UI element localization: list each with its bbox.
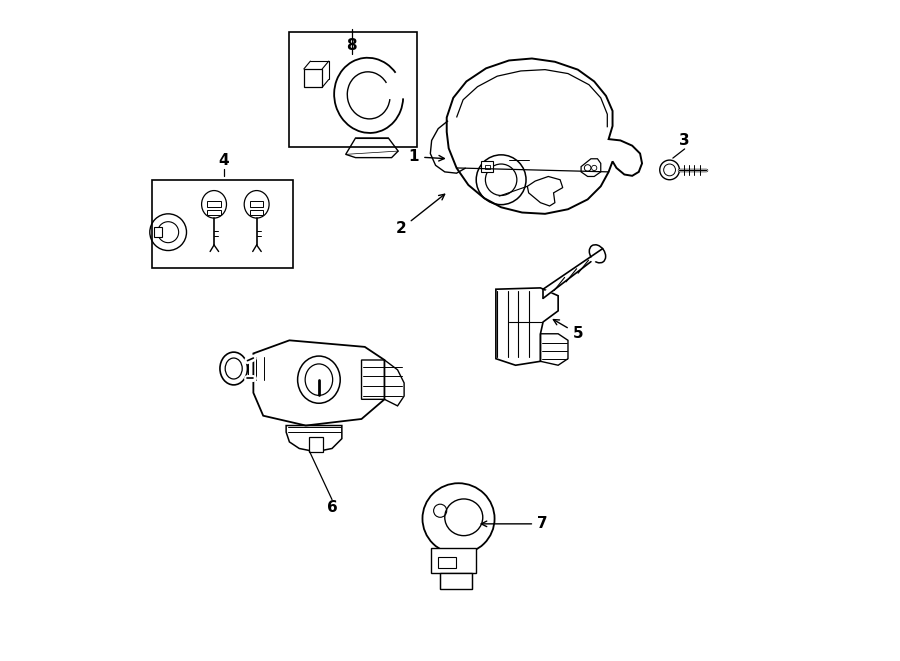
Bar <box>154 227 162 237</box>
Text: 5: 5 <box>554 319 583 341</box>
Bar <box>482 161 493 172</box>
Bar <box>208 201 220 207</box>
Bar <box>437 557 456 568</box>
Bar <box>250 201 263 207</box>
Text: 2: 2 <box>395 194 445 237</box>
Bar <box>440 573 472 590</box>
Bar <box>208 210 220 215</box>
Bar <box>250 210 263 215</box>
Text: 4: 4 <box>219 153 230 168</box>
Ellipse shape <box>202 190 227 218</box>
Bar <box>485 165 490 169</box>
Text: 8: 8 <box>346 38 357 53</box>
Ellipse shape <box>220 352 248 385</box>
Ellipse shape <box>225 358 242 379</box>
Bar <box>304 69 322 87</box>
Ellipse shape <box>244 190 269 218</box>
Text: 3: 3 <box>680 133 690 148</box>
Text: 7: 7 <box>482 516 548 531</box>
Bar <box>431 548 475 573</box>
Text: 1: 1 <box>409 149 445 165</box>
Bar <box>290 32 418 147</box>
Text: 6: 6 <box>327 500 338 515</box>
Bar <box>309 438 323 451</box>
Bar <box>152 180 292 268</box>
